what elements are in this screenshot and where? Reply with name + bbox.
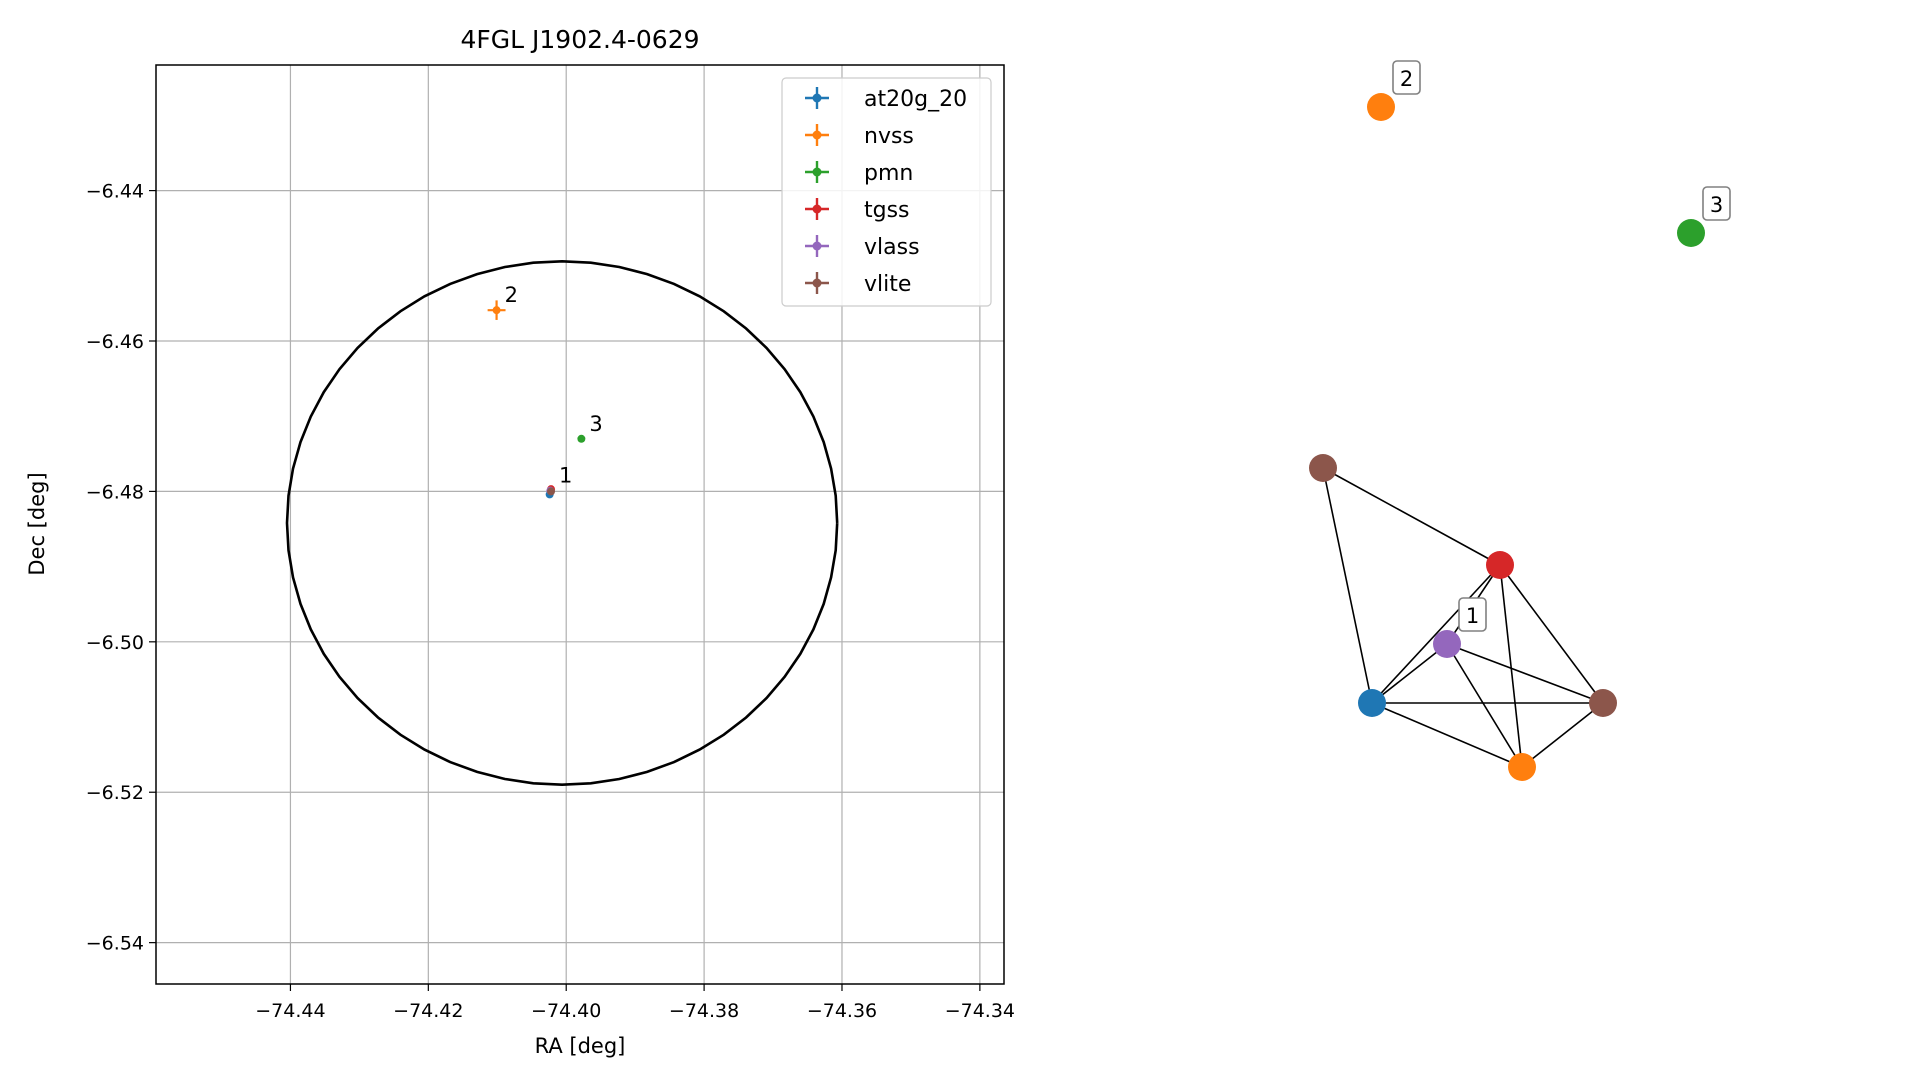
graph-edge <box>1521 702 1604 768</box>
graph-label-1: 1 <box>1466 604 1479 628</box>
graph-node <box>1358 689 1386 717</box>
skymap-plot: 1 2 3 −74.44 −74.42 −74.40 −74.38 −74.36 −74.34… <box>25 25 1015 1058</box>
graph-label-box <box>1702 186 1731 221</box>
x-tick-label: −74.40 <box>531 1000 601 1022</box>
y-tick-label: −6.52 <box>86 782 144 804</box>
graph-edge <box>1499 564 1604 704</box>
skymap-x-axis-label: RA [deg] <box>535 1034 626 1058</box>
legend-label-vlass: vlass <box>864 235 920 260</box>
x-tick-label: −74.38 <box>669 1000 739 1022</box>
legend-label-nvss: nvss <box>864 124 914 149</box>
legend-marker-tgss <box>812 204 822 214</box>
graph-edge <box>1371 643 1448 704</box>
skymap-ticks: −74.44 −74.42 −74.40 −74.38 −74.36 −74.34 −6.4… <box>86 181 1015 1022</box>
x-tick-label: −74.34 <box>945 1000 1015 1022</box>
graph-node <box>1433 630 1461 658</box>
legend-marker-at20g_20 <box>812 93 822 103</box>
y-tick-label: −6.50 <box>86 632 144 654</box>
skymap-axes-frame <box>155 64 1005 985</box>
graph-nodes <box>1309 93 1705 781</box>
graph-label-box <box>1458 597 1487 632</box>
graph-labels: 1 2 3 <box>1392 60 1731 632</box>
legend-label-at20g_20: at20g_20 <box>864 87 967 112</box>
marker-nvss <box>492 306 501 315</box>
graph-edge <box>1371 564 1501 704</box>
legend-label-tgss: tgss <box>864 198 910 223</box>
graph-node <box>1309 454 1337 482</box>
legend-marker-vlass <box>812 241 822 251</box>
y-tick-label: −6.48 <box>86 481 144 503</box>
marker-pmn <box>577 434 586 443</box>
source-label-3: 3 <box>589 412 602 436</box>
graph-label-box <box>1392 60 1421 95</box>
graph-label-2: 2 <box>1400 67 1413 91</box>
graph-edge <box>1322 467 1373 704</box>
y-tick-label: −6.46 <box>86 331 144 353</box>
source-label-2: 2 <box>505 283 518 307</box>
x-tick-label: −74.36 <box>807 1000 877 1022</box>
legend-label-vlite: vlite <box>864 272 911 297</box>
legend-frame <box>781 77 992 307</box>
legend-marker-vlite <box>812 278 822 288</box>
legend-marker-nvss <box>812 130 822 140</box>
legend-label-pmn: pmn <box>864 161 913 186</box>
association-graph: 1 2 3 <box>1309 60 1731 781</box>
source-annotations: 1 2 3 <box>505 283 603 487</box>
skymap-title: 4FGL J1902.4-0629 <box>460 25 699 54</box>
graph-edge <box>1446 643 1523 768</box>
graph-node <box>1367 93 1395 121</box>
y-tick-label: −6.54 <box>86 933 144 955</box>
x-tick-label: −74.44 <box>255 1000 325 1022</box>
graph-node <box>1486 551 1514 579</box>
graph-node <box>1677 219 1705 247</box>
x-tick-label: −74.42 <box>393 1000 463 1022</box>
graph-edge <box>1446 643 1604 704</box>
ellipse-outline <box>285 259 839 787</box>
skymap-y-axis-label: Dec [deg] <box>25 472 49 575</box>
marker-vlite <box>547 487 556 496</box>
y-tick-label: −6.44 <box>86 181 144 203</box>
legend-marker-pmn <box>812 167 822 177</box>
graph-node <box>1589 689 1617 717</box>
graph-node <box>1508 753 1536 781</box>
graph-label-3: 3 <box>1710 193 1723 217</box>
graph-edge <box>1322 467 1501 566</box>
graph-edge <box>1499 564 1523 768</box>
source-label-1: 1 <box>559 464 572 488</box>
skymap-grid <box>156 65 1004 984</box>
source-markers <box>487 300 586 499</box>
localization-ellipse <box>285 259 839 787</box>
graph-edges <box>1322 467 1604 768</box>
graph-edge <box>1371 702 1523 768</box>
